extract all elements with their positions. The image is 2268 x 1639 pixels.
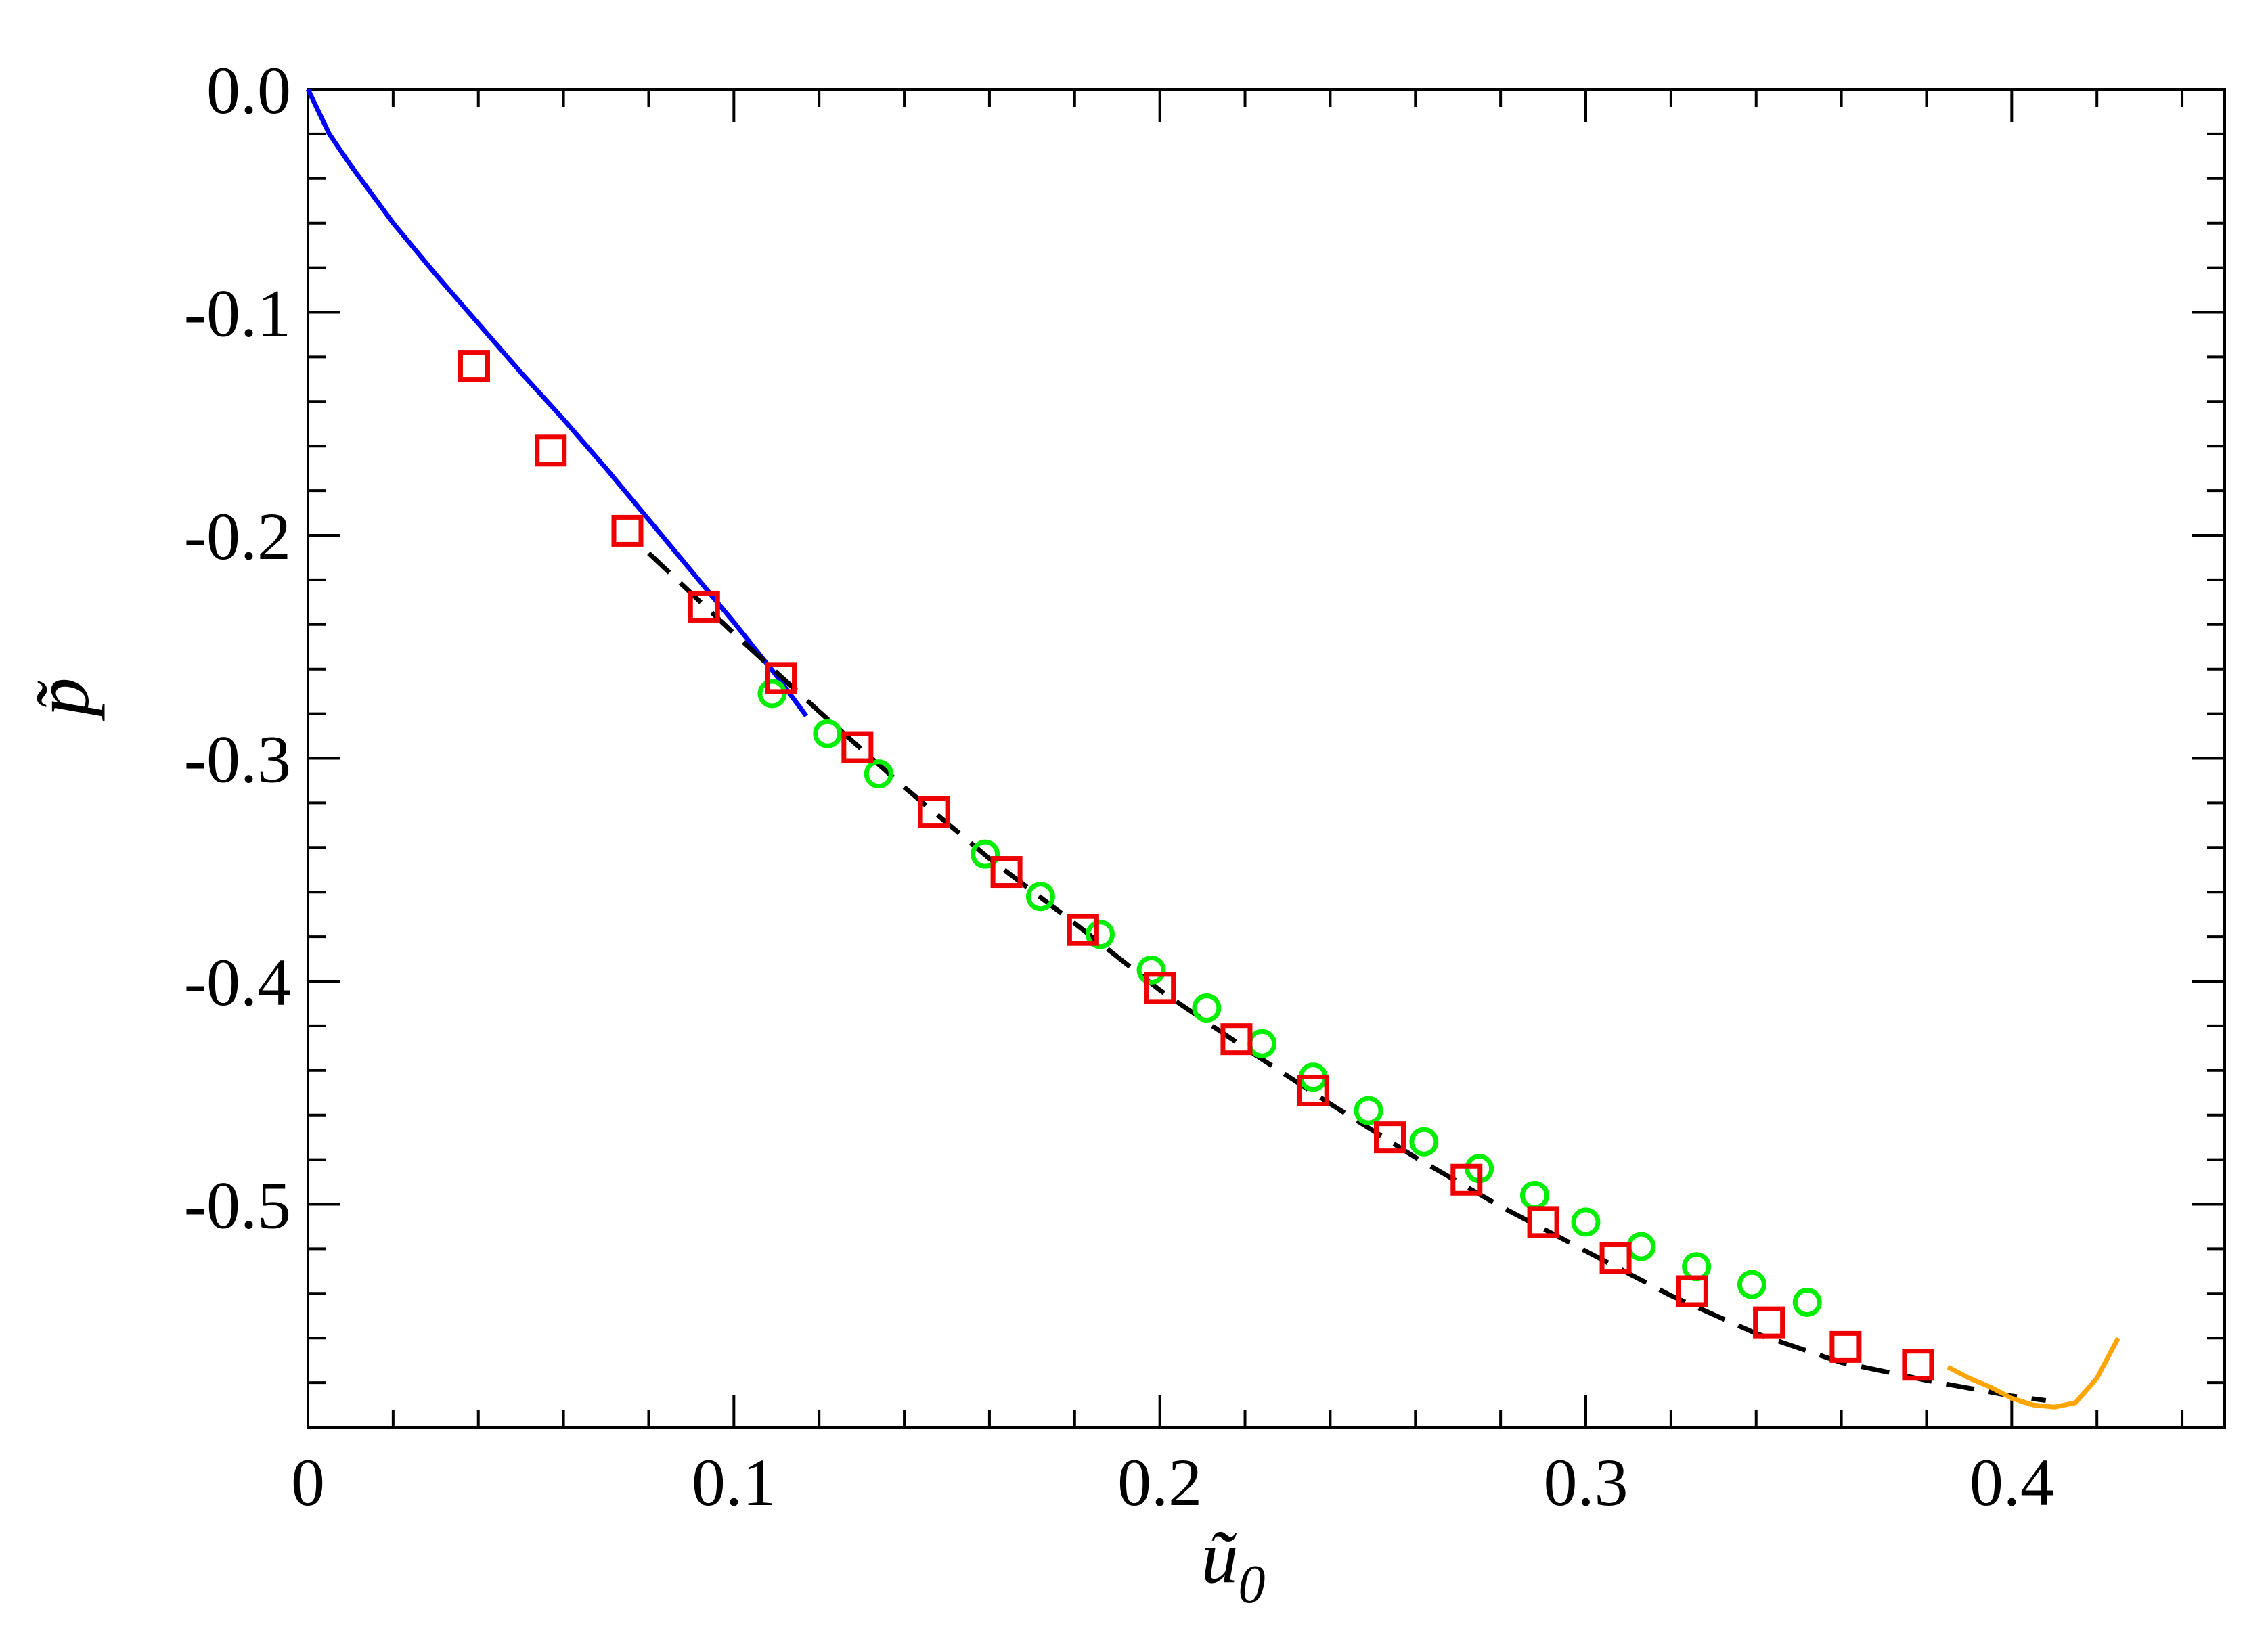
y-tick-label: -0.5 [184,1168,291,1243]
x-tick-label: 0.2 [1117,1445,1202,1520]
square-marker [535,434,567,467]
x-axis-label: ũ0 [1201,1516,1266,1615]
circle-marker [1247,1029,1277,1058]
circle-marker [1086,920,1115,949]
y-tick-label: -0.4 [184,945,291,1020]
circle-marker [1136,956,1166,985]
square-marker [611,514,644,547]
square-marker [1144,972,1176,1004]
dashed-series-line [647,551,2047,1403]
x-tick-labels: 0 0.1 0.2 0.3 0.4 [291,1445,2054,1520]
square-marker [458,350,490,382]
y-tick-label: -0.2 [184,499,291,574]
y-tick-label: -0.1 [184,276,291,351]
square-marker [1374,1121,1406,1154]
circle-marker [1626,1232,1656,1261]
square-marker [1450,1163,1483,1196]
square-marker [1297,1074,1329,1106]
x-tick-label: 0.3 [1544,1445,1628,1520]
square-marker [841,731,874,763]
square-marker [1527,1206,1559,1238]
x-axis-label-main: ũ [1201,1516,1239,1598]
x-tick-label: 0 [291,1445,325,1520]
circle-marker [1409,1127,1439,1157]
circle-marker [1192,993,1222,1023]
circle-marker [864,759,893,789]
solid-series-line [1947,1337,2120,1410]
circle-marker [1571,1207,1601,1237]
square-marker [918,796,950,828]
circle-marker [1682,1252,1712,1282]
plot-frame [307,88,2226,1429]
y-axis-label: p̃ [19,677,105,721]
square-marker [1067,914,1099,946]
y-tick-label: 0.0 [206,53,291,128]
square-marker [688,590,720,623]
solid-series-line [305,88,809,717]
square-marker [990,856,1023,889]
y-tick-labels: 0.0 -0.1 -0.2 -0.3 -0.4 -0.5 [184,53,291,1243]
square-marker [1829,1330,1862,1363]
square-marker [1676,1275,1708,1307]
square-marker [1902,1349,1934,1381]
circle-marker [1519,1180,1549,1210]
plot-area [305,88,2226,1429]
square-marker [1599,1242,1632,1274]
x-tick-label: 0.1 [692,1445,776,1520]
circle-marker [971,839,1000,869]
circle-marker [813,719,843,748]
square-marker [1220,1023,1253,1056]
x-tick-label: 0.4 [1970,1445,2054,1520]
circle-marker [1025,882,1055,912]
circle-marker [1737,1270,1766,1299]
circle-marker [1354,1096,1383,1125]
series-layer [305,88,2120,1410]
axis-ticks [307,88,2225,1429]
square-marker [1753,1306,1785,1339]
square-marker [765,662,797,694]
x-axis-label-subscript: 0 [1239,1555,1266,1615]
circle-marker [1792,1287,1822,1317]
y-tick-label: -0.3 [184,722,291,797]
